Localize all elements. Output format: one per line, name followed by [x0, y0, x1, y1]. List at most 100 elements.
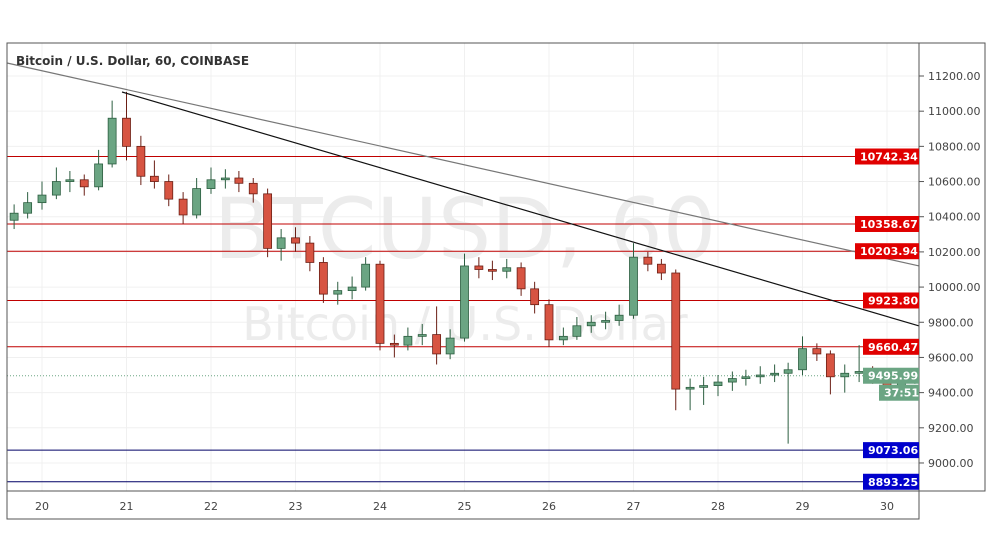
- candle-up: [798, 348, 807, 371]
- countdown-badge: [879, 384, 919, 401]
- candle-down: [516, 267, 526, 290]
- time-tick-label: 20: [35, 500, 49, 513]
- candle-up: [755, 374, 765, 378]
- level-badge: [855, 215, 919, 232]
- trend-line: [121, 91, 920, 327]
- price-tick-label: 11200.00: [928, 70, 981, 83]
- candle-up: [741, 376, 751, 379]
- time-tick-label: 30: [880, 500, 894, 513]
- candle-up: [783, 369, 793, 374]
- candle-up: [601, 320, 611, 323]
- level-badge: [863, 473, 919, 490]
- level-badge: [863, 338, 919, 355]
- candle-down: [812, 348, 822, 355]
- price-tick-label: 9600.00: [928, 351, 974, 364]
- candle-up: [37, 194, 47, 204]
- time-tick-label: 23: [289, 500, 303, 513]
- candle-up: [192, 188, 202, 216]
- candle-up: [445, 337, 455, 355]
- time-axis-ticks: 20 21 22 23 24 25 26 27 28 29 30: [35, 500, 894, 513]
- last-price-badge: [863, 367, 919, 384]
- level-badge-label: 9923.80: [868, 294, 918, 307]
- candle-up: [107, 117, 117, 165]
- candles: [9, 91, 920, 444]
- chart-title: Bitcoin / U.S. Dollar, 60, COINBASE: [16, 54, 249, 68]
- level-badge-label: 9660.47: [868, 341, 918, 354]
- candle-up: [502, 267, 512, 272]
- price-tick-label: 9400.00: [928, 387, 974, 400]
- level-badge: [863, 442, 919, 459]
- candle-down: [432, 334, 442, 355]
- price-tick-label: 9800.00: [928, 316, 974, 329]
- price-tick-label: 10200.00: [928, 246, 981, 259]
- candle-up: [572, 325, 582, 337]
- price-tick-label: 9000.00: [928, 457, 974, 470]
- price-tick-label: 10400.00: [928, 211, 981, 224]
- candle-up: [403, 335, 413, 346]
- level-badge: [855, 243, 919, 260]
- time-tick-label: 28: [711, 500, 725, 513]
- level-badge-label: 10742.34: [860, 151, 918, 164]
- candle-down: [474, 265, 484, 270]
- candle-up: [629, 256, 638, 316]
- candle-down: [164, 181, 174, 200]
- candle-down: [656, 263, 666, 274]
- candle-down: [671, 272, 681, 390]
- candle-down: [263, 193, 273, 249]
- price-tick-label: 10600.00: [928, 176, 981, 189]
- candle-up: [206, 179, 216, 189]
- price-axis[interactable]: [918, 42, 986, 492]
- candle-down: [79, 179, 89, 188]
- candle-up: [558, 335, 568, 341]
- candle-up: [770, 372, 780, 376]
- candle-up: [699, 385, 709, 388]
- candle-up: [9, 212, 19, 221]
- level-badge: [863, 292, 919, 309]
- level-badge-label: 8893.25: [868, 476, 918, 489]
- candle-up: [51, 181, 61, 196]
- trend-line: [6, 62, 920, 267]
- price-badges: 10742.34 10358.67 10203.94 9923.80 9660.47 90…: [855, 148, 919, 490]
- time-axis[interactable]: [6, 490, 920, 520]
- time-tick-label: 24: [373, 500, 387, 513]
- candle-up: [727, 378, 737, 383]
- candle-down: [318, 262, 328, 295]
- candle-down: [248, 182, 258, 195]
- candle-up: [65, 179, 75, 182]
- time-tick-label: 27: [627, 500, 641, 513]
- candle-up: [417, 334, 427, 337]
- time-tick-label: 22: [204, 500, 218, 513]
- candle-up: [854, 371, 864, 374]
- price-tick-label: 9200.00: [928, 422, 974, 435]
- candle-down: [305, 242, 315, 263]
- candle-up: [23, 202, 33, 214]
- countdown-label: 37:51: [884, 387, 919, 400]
- candle-down: [825, 353, 835, 378]
- candle-down: [234, 177, 244, 184]
- candle-down: [530, 288, 540, 306]
- candle-down: [291, 237, 300, 244]
- price-tick-label: 10000.00: [928, 281, 981, 294]
- time-tick-label: 21: [120, 500, 134, 513]
- level-badge-label: 10358.67: [860, 218, 918, 231]
- candle-up: [586, 321, 596, 327]
- candle-down: [122, 117, 131, 147]
- candle-down: [178, 198, 188, 216]
- candle-down: [375, 263, 385, 344]
- candle-up: [614, 314, 624, 321]
- candle-down: [544, 304, 554, 341]
- time-tick-label: 26: [542, 500, 556, 513]
- last-price-label: 9495.99: [868, 370, 918, 383]
- candle-up: [94, 163, 104, 188]
- price-tick-label: 11000.00: [928, 105, 981, 118]
- trend-lines: [6, 62, 920, 327]
- candle-up: [361, 263, 371, 288]
- candle-up: [347, 286, 357, 291]
- candle-up: [220, 177, 230, 181]
- time-tick-label: 25: [458, 500, 472, 513]
- candle-down: [643, 256, 653, 265]
- candle-up: [333, 290, 343, 295]
- price-tick-label: 10800.00: [928, 140, 981, 153]
